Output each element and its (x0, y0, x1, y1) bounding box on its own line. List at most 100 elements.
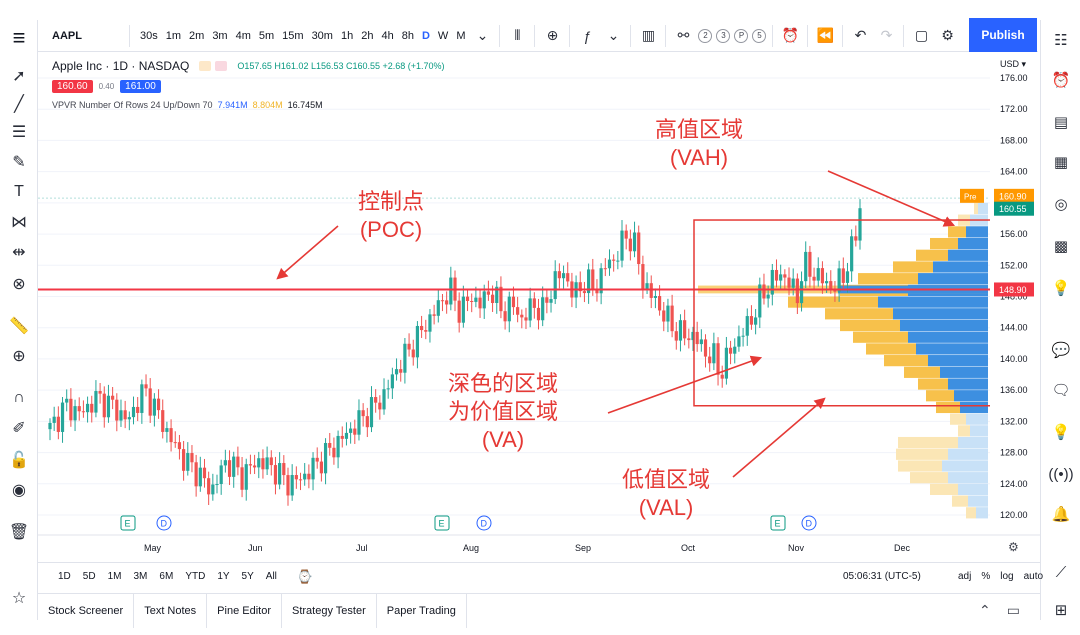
step-2[interactable]: 2 (698, 28, 713, 43)
timeframe-3m[interactable]: 3m (212, 29, 228, 42)
tab-stock-screener[interactable]: Stock Screener (38, 593, 135, 628)
timeframe-5m[interactable]: 5m (258, 29, 275, 42)
range-1M[interactable]: 1M (107, 571, 122, 582)
timeframe-2h[interactable]: 2h (361, 29, 374, 42)
ideas-lightbulb-icon[interactable]: 💡 (1051, 280, 1071, 297)
favorite-star-icon[interactable]: ☆ (11, 590, 27, 607)
redo-icon[interactable]: ↷ (880, 27, 893, 43)
timeframe-15m[interactable]: 15m (282, 29, 304, 42)
vp-down-bar (918, 378, 948, 390)
lock-icon[interactable]: 🔓 (9, 452, 29, 469)
prediction-icon[interactable]: ⇹ (12, 244, 26, 261)
timeframe-1m[interactable]: 1m (165, 29, 182, 42)
help-icon[interactable]: 💡 (1051, 424, 1071, 441)
fib-retracement-icon[interactable]: ☰ (11, 124, 27, 141)
screener-icon[interactable]: ◎ (1054, 196, 1068, 213)
candle (841, 257, 845, 289)
timeframe-W[interactable]: W (437, 29, 449, 42)
candle (236, 446, 240, 476)
vp-down-bar (930, 483, 958, 495)
vpvr-indicator-label[interactable]: VPVR Number Of Rows 24 Up/Down 70 (52, 100, 213, 110)
timeframe-8h[interactable]: 8h (401, 29, 414, 42)
lock-drawing-icon[interactable]: ✐ (12, 420, 26, 437)
tab-paper-trading[interactable]: Paper Trading (377, 593, 467, 628)
publish-button[interactable]: Publish (969, 18, 1037, 52)
timeframe-1h[interactable]: 1h (340, 29, 354, 42)
alerts-clock-icon[interactable]: ⏰ (1051, 72, 1071, 89)
range-3M[interactable]: 3M (133, 571, 148, 582)
timeframe-M[interactable]: M (456, 29, 466, 42)
timeframe-30m[interactable]: 30m (311, 29, 333, 42)
step-P[interactable]: P (734, 28, 749, 43)
templates-icon[interactable]: ⚯ (677, 27, 690, 43)
range-6M[interactable]: 6M (159, 571, 174, 582)
pre-price-tag-bg (994, 188, 1034, 203)
step-5[interactable]: 5 (752, 28, 767, 43)
streams-icon[interactable]: 🗨 (1051, 382, 1071, 399)
symbol-search[interactable]: AAPL (38, 24, 130, 47)
scale-option-3[interactable]: auto (1023, 571, 1044, 582)
tab-text-notes[interactable]: Text Notes (134, 593, 208, 628)
data-window-icon[interactable]: ▤ (1053, 114, 1069, 131)
panel-window-icon[interactable]: ▭ (1006, 602, 1020, 618)
goto-date-icon[interactable]: ⌚ (296, 568, 314, 584)
eye-icon[interactable]: ◉ (12, 482, 26, 499)
step-3[interactable]: 3 (716, 28, 731, 43)
vp-down-bar (974, 202, 978, 215)
timeframe-4m[interactable]: 4m (235, 29, 251, 42)
timeframe-D[interactable]: D (421, 29, 430, 42)
collapse-icon[interactable]: ⟋ (1055, 563, 1067, 581)
timeframe-4h[interactable]: 4h (381, 29, 394, 42)
range-1D[interactable]: 1D (58, 571, 71, 582)
remove-drawings-icon[interactable]: ⊗ (12, 276, 26, 293)
chat-icon[interactable]: 💬 (1051, 342, 1071, 359)
range-5D[interactable]: 5D (82, 571, 96, 582)
chevron-down-icon[interactable]: ⌄ (607, 27, 620, 43)
scale-option-0[interactable]: adj (958, 571, 972, 582)
pattern-icon[interactable]: ⋈ (11, 214, 27, 231)
scale-option-1[interactable]: % (981, 571, 991, 582)
grid-icon[interactable]: ⊞ (1054, 602, 1068, 619)
settings-icon[interactable]: ⚙ (941, 27, 954, 43)
legend-symbol-title[interactable]: Apple Inc · 1D · NASDAQ (52, 59, 190, 73)
broadcast-icon[interactable]: ((•)) (1048, 465, 1074, 483)
menu-icon[interactable]: ≡ (12, 25, 26, 50)
trend-line-icon[interactable]: ╱ (14, 96, 24, 113)
text-tool-icon[interactable]: T (14, 183, 24, 200)
price-chart[interactable]: USD ▾176.00172.00168.00164.00160.00156.0… (38, 53, 1040, 561)
news-icon[interactable]: ▦ (1053, 154, 1069, 171)
candle (741, 328, 745, 347)
indicators-icon[interactable]: ƒ (583, 27, 592, 44)
magnet-icon[interactable]: ∩ (13, 389, 25, 406)
financials-icon[interactable]: ▥ (641, 27, 656, 43)
maximize-panel-icon[interactable]: ⌃ (979, 602, 991, 618)
candle-type-icon[interactable]: ⫴ (514, 27, 521, 43)
range-5Y[interactable]: 5Y (241, 571, 254, 582)
brush-icon[interactable]: ✎ (12, 154, 26, 171)
time-readout[interactable]: 05:06:31 (UTC-5) (843, 571, 921, 582)
cursor-icon[interactable]: ➚ (12, 68, 26, 85)
zoom-icon[interactable]: ⊕ (12, 348, 26, 365)
add-compare-icon[interactable]: ⊕ (546, 27, 559, 43)
buy-price-button[interactable]: 161.00 (120, 79, 161, 93)
watchlist-icon[interactable]: ☷ (1054, 32, 1068, 49)
chevron-down-icon[interactable]: ⌄ (476, 27, 489, 43)
notifications-bell-icon[interactable]: 🔔 (1051, 506, 1071, 523)
range-All[interactable]: All (265, 571, 277, 582)
range-1Y[interactable]: 1Y (217, 571, 230, 582)
sell-price-button[interactable]: 160.60 (52, 79, 93, 93)
undo-icon[interactable]: ↶ (854, 27, 867, 43)
timeframe-30s[interactable]: 30s (140, 29, 158, 42)
tab-pine-editor[interactable]: Pine Editor (207, 593, 282, 628)
ruler-icon[interactable]: 📏 (9, 318, 29, 335)
timeframe-2m[interactable]: 2m (189, 29, 205, 42)
candle (695, 321, 699, 352)
alert-icon[interactable]: ⏰ (781, 27, 800, 43)
calendar-icon[interactable]: ▩ (1053, 238, 1069, 255)
range-YTD[interactable]: YTD (185, 571, 206, 582)
replay-icon[interactable]: ⏪ (816, 27, 835, 43)
tab-strategy-tester[interactable]: Strategy Tester (282, 593, 377, 628)
layout-icon[interactable]: ▢ (914, 27, 929, 43)
scale-option-2[interactable]: log (1000, 571, 1014, 582)
trash-icon[interactable]: 🗑 (8, 524, 30, 541)
